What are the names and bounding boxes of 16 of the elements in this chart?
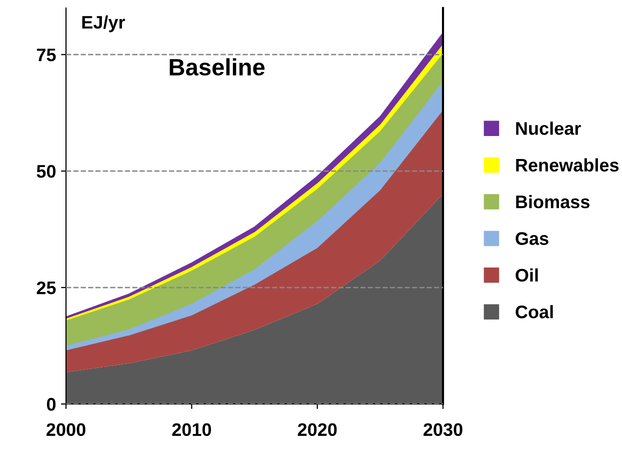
legend-label: Coal: [516, 305, 553, 318]
x-tick-label: 2020: [298, 423, 337, 436]
legend-label: Gas: [516, 232, 548, 245]
legend-label: Renewables: [516, 158, 619, 172]
x-tick-label: 2030: [424, 423, 462, 436]
x-tick-label: 2000: [46, 423, 86, 436]
legend-label: Oil: [516, 268, 538, 282]
y-tick-label: 75: [36, 48, 56, 62]
text: Baseline: [170, 58, 265, 76]
legend-label: Biomass: [516, 195, 590, 208]
x-tick-label: 2010: [172, 423, 212, 436]
y-tick-label: 0: [46, 398, 56, 411]
y-tick-label: 25: [36, 281, 56, 294]
y-axis-title: EJ/yr: [82, 15, 125, 32]
legend-label: Nuclear: [516, 122, 581, 135]
y-tick-label: 50: [36, 164, 56, 178]
